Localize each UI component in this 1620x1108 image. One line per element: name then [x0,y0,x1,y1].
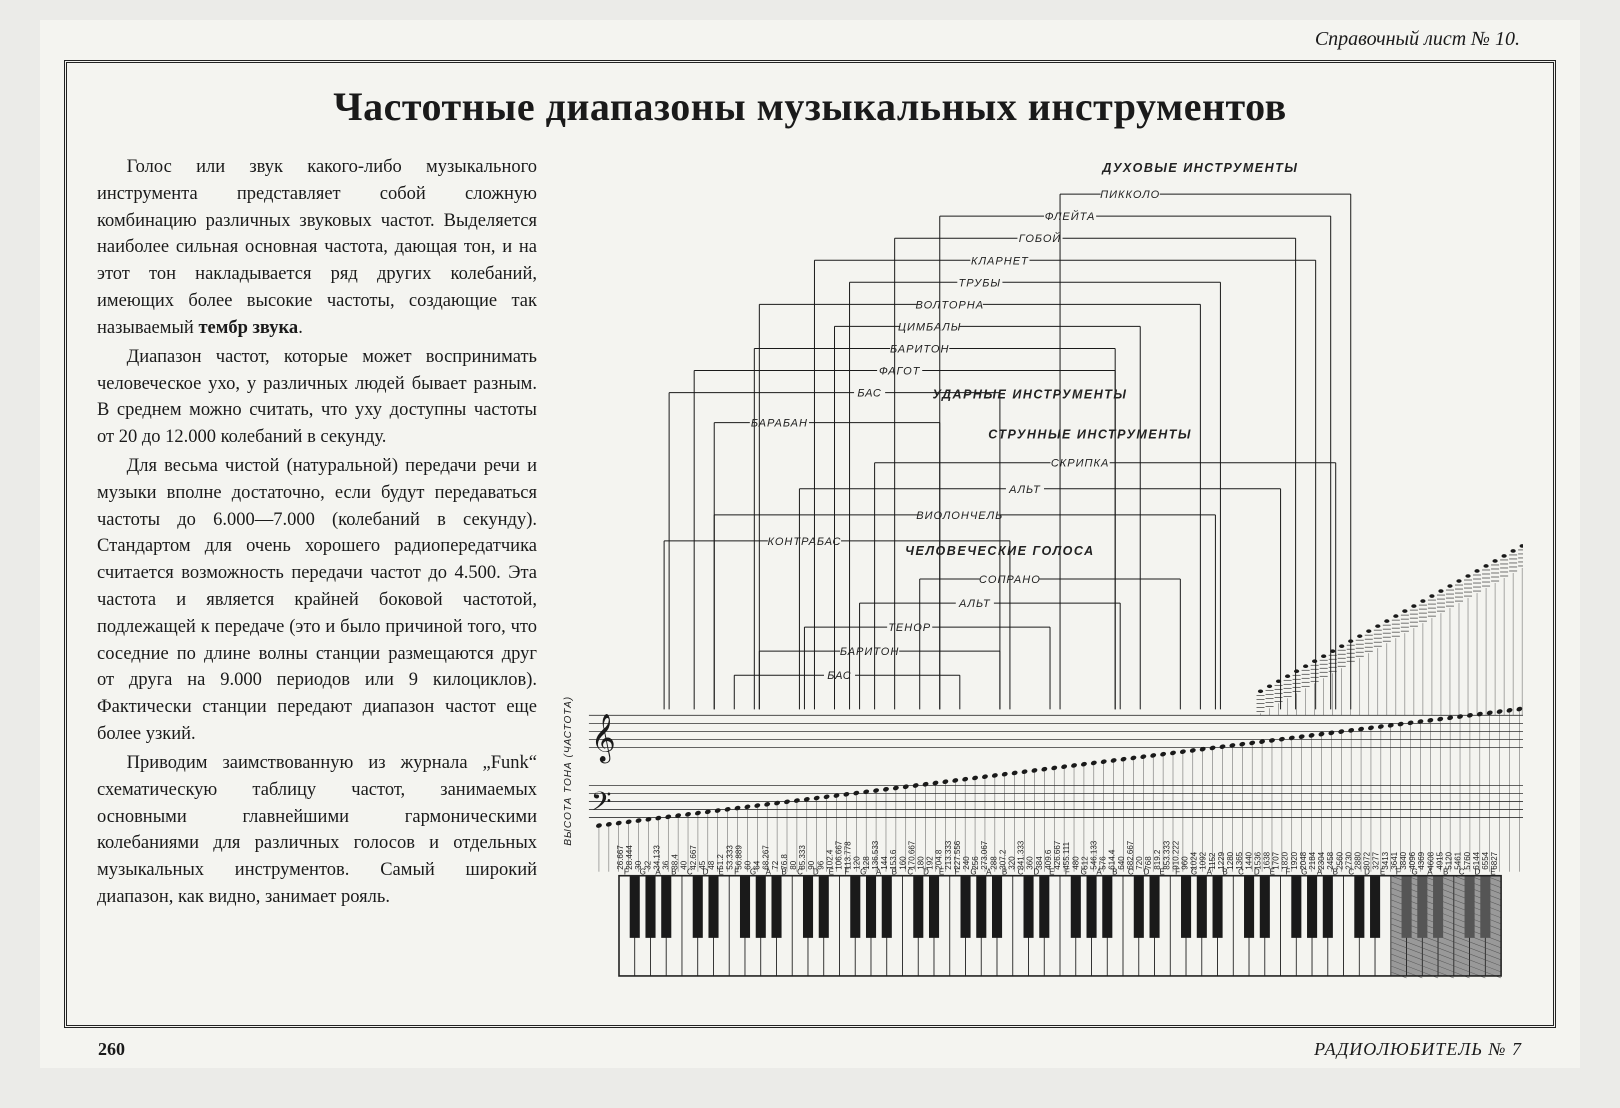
svg-text:72: 72 [771,860,780,869]
svg-text:БАС: БАС [857,388,882,400]
svg-text:ФАГОТ: ФАГОТ [879,366,921,378]
svg-text:144: 144 [880,856,889,870]
svg-text:85.333: 85.333 [798,845,807,870]
svg-text:819.2: 819.2 [1153,849,1162,870]
svg-text:28.444: 28.444 [625,845,634,870]
svg-text:102.4: 102.4 [825,849,834,870]
svg-text:455.111: 455.111 [1062,841,1071,869]
frequency-diagram: 𝄞𝄢ВЫСОТА ТОНА (ЧАСТОТА)26.66728.44430323… [557,154,1523,996]
svg-text:960: 960 [1181,856,1190,870]
svg-text:ФЛЕЙТА: ФЛЕЙТА [1045,210,1096,223]
paragraph: Приводим заимствованную из журнала „Funk… [97,750,537,911]
svg-text:204.8: 204.8 [935,849,944,870]
svg-text:ТЕНОР: ТЕНОР [888,622,931,634]
svg-text:2880: 2880 [1354,851,1363,869]
svg-text:БАРИТОН: БАРИТОН [840,646,899,658]
svg-text:106.667: 106.667 [835,840,844,869]
svg-text:1920: 1920 [1290,851,1299,869]
svg-text:136.533: 136.533 [871,840,880,869]
svg-text:АЛЬТ: АЛЬТ [1008,484,1041,496]
svg-text:ДУХОВЫЕ ИНСТРУМЕНТЫ: ДУХОВЫЕ ИНСТРУМЕНТЫ [1101,161,1298,175]
reference-label: Справочный лист № 10. [1315,28,1520,51]
paragraph: Диапазон частот, которые может восприним… [97,344,537,451]
svg-text:4369: 4369 [1417,851,1426,869]
svg-text:ПИККОЛО: ПИККОЛО [1100,189,1160,201]
svg-text:36: 36 [662,860,671,869]
svg-text:БАС: БАС [827,670,852,682]
svg-text:409.6: 409.6 [1044,849,1053,870]
svg-text:2184: 2184 [1308,851,1317,869]
diagram-svg: 𝄞𝄢ВЫСОТА ТОНА (ЧАСТОТА)26.66728.44430323… [557,154,1523,996]
svg-text:682.667: 682.667 [1126,840,1135,869]
svg-text:УДАРНЫЕ ИНСТРУМЕНТЫ: УДАРНЫЕ ИНСТРУМЕНТЫ [933,388,1128,402]
page-scan: Справочный лист № 10. Частотные диапазон… [40,20,1580,1068]
svg-text:720: 720 [1135,856,1144,870]
svg-text:426.667: 426.667 [1053,840,1062,869]
svg-text:341.333: 341.333 [1017,840,1026,869]
svg-text:170.667: 170.667 [907,840,916,869]
svg-text:БАРИТОН: БАРИТОН [890,343,949,355]
svg-text:160: 160 [898,856,907,870]
svg-text:КОНТРАБАС: КОНТРАБАС [767,536,841,548]
svg-text:53.333: 53.333 [725,845,734,870]
svg-text:ЦИМБАЛЫ: ЦИМБАЛЫ [898,321,962,333]
svg-text:307.2: 307.2 [998,849,1007,870]
svg-text:213.333: 213.333 [944,840,953,869]
svg-text:𝄢: 𝄢 [591,787,612,823]
svg-text:153.6: 153.6 [889,849,898,870]
svg-text:ВОЛТОРНА: ВОЛТОРНА [915,299,984,311]
svg-text:БАРАБАН: БАРАБАН [751,418,808,430]
svg-text:6554: 6554 [1481,851,1490,869]
svg-text:546.133: 546.133 [1089,840,1098,869]
svg-text:614.4: 614.4 [1108,849,1117,870]
svg-text:ГОБОЙ: ГОБОЙ [1019,232,1062,245]
svg-text:480: 480 [1071,856,1080,870]
svg-text:СОПРАНО: СОПРАНО [979,574,1041,586]
svg-text:34.133: 34.133 [652,845,661,870]
svg-text:56.889: 56.889 [734,845,743,870]
svg-text:26.667: 26.667 [616,845,625,870]
svg-text:113.778: 113.778 [844,841,853,870]
svg-text:СКРИПКА: СКРИПКА [1051,458,1110,470]
svg-text:ВИОЛОНЧЕЛЬ: ВИОЛОНЧЕЛЬ [916,510,1003,522]
svg-text:227.556: 227.556 [953,840,962,869]
page-number: 260 [98,1039,125,1060]
body-text: Голос или звук какого-либо музыкального … [97,154,537,996]
svg-text:АЛЬТ: АЛЬТ [958,598,991,610]
svg-text:853.333: 853.333 [1162,840,1171,869]
svg-text:910.222: 910.222 [1171,840,1180,869]
svg-text:𝄞: 𝄞 [591,713,616,763]
svg-text:ЧЕЛОВЕЧЕСКИЕ ГОЛОСА: ЧЕЛОВЕЧЕСКИЕ ГОЛОСА [905,544,1095,558]
svg-text:320: 320 [1008,856,1017,870]
paragraph: Голос или звук какого-либо музыкального … [97,154,537,342]
article-frame: Частотные диапазоны музыкальных инструме… [64,60,1556,1028]
article-title: Частотные диапазоны музыкальных инструме… [97,83,1523,130]
svg-text:КЛАРНЕТ: КЛАРНЕТ [971,255,1029,267]
svg-text:1440: 1440 [1244,851,1253,869]
svg-text:273.067: 273.067 [980,840,989,869]
svg-text:42.667: 42.667 [689,845,698,870]
svg-text:СТРУННЫЕ ИНСТРУМЕНТЫ: СТРУННЫЕ ИНСТРУМЕНТЫ [988,428,1192,442]
journal-label: РАДИОЛЮБИТЕЛЬ № 7 [1314,1039,1522,1060]
paragraph: Для весьма чистой (натуральной) передачи… [97,453,537,748]
svg-text:ВЫСОТА ТОНА (ЧАСТОТА): ВЫСОТА ТОНА (ЧАСТОТА) [563,696,574,846]
svg-text:ТРУБЫ: ТРУБЫ [959,277,1002,289]
content-row: Голос или звук какого-либо музыкального … [97,154,1523,996]
svg-text:68.267: 68.267 [762,845,771,870]
svg-text:640: 640 [1117,856,1126,870]
